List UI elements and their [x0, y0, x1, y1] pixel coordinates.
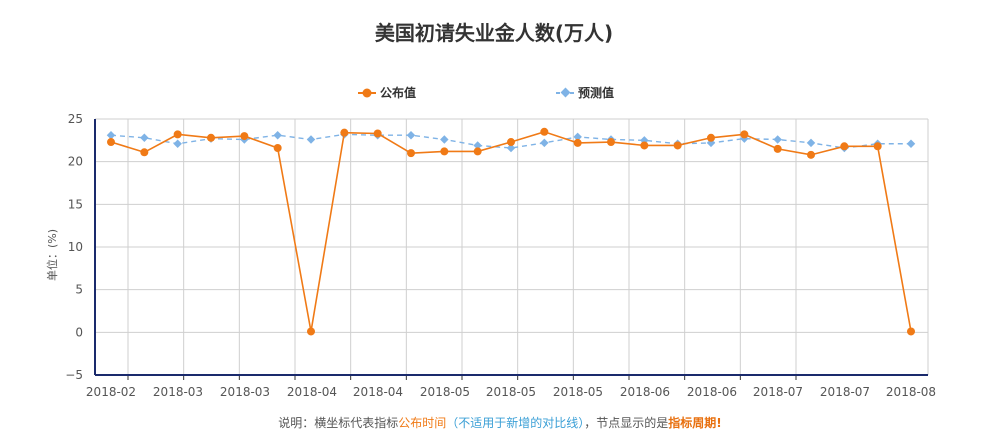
y-tick-label: −5	[65, 368, 83, 382]
point-published	[273, 144, 282, 153]
x-tick-label: 2018-03	[153, 385, 203, 399]
y-tick-label: 10	[68, 240, 83, 254]
point-published	[140, 148, 149, 157]
point-forecast	[273, 130, 282, 140]
note-publish-time: 公布时间	[398, 416, 447, 430]
point-published	[540, 127, 549, 136]
point-published	[640, 141, 649, 150]
chart-title: 美国初请失业金人数(万人)	[375, 21, 613, 45]
x-tick-label: 2018-03	[220, 385, 270, 399]
point-forecast	[140, 133, 149, 143]
x-tick-label: 2018-06	[687, 385, 737, 399]
point-forecast	[173, 139, 182, 148]
y-tick-label: 0	[75, 325, 83, 339]
point-published	[707, 133, 715, 142]
point-forecast	[473, 141, 482, 150]
x-tick-label: 2018-04	[287, 385, 337, 399]
x-tick-label: 2018-08	[886, 385, 936, 399]
note-period: 指标周期!	[668, 416, 722, 430]
point-published	[740, 130, 749, 139]
note-exclusion: （不适用于新增的对比线）	[446, 416, 585, 430]
y-axis-label: 单位：(%)	[45, 229, 59, 281]
point-forecast	[773, 135, 782, 144]
point-forecast	[906, 139, 916, 148]
legend: 公布值 预测值	[358, 85, 614, 100]
point-forecast	[306, 135, 316, 144]
point-published	[807, 150, 815, 159]
series-group	[106, 127, 916, 336]
x-tick-label: 2018-05	[553, 385, 603, 399]
y-tick-label: 25	[68, 112, 83, 126]
y-tick-label: 20	[68, 155, 83, 169]
point-published	[307, 327, 315, 336]
grid	[94, 118, 929, 380]
x-tick-label: 2018-07	[753, 385, 803, 399]
legend-label-published: 公布值	[380, 85, 416, 100]
point-forecast	[440, 135, 449, 144]
note-middle: ，节点显示的是	[584, 416, 669, 430]
point-published	[407, 149, 415, 158]
x-tick-label: 2018-06	[620, 385, 670, 399]
point-published	[907, 327, 915, 336]
x-tick-label: 2018-07	[820, 385, 870, 399]
line-chart: 美国初请失业金人数(万人) 公布值 预测值 单位：(%) −5 0 5 10 15 20 2…	[45, 21, 936, 399]
legend-item-forecast[interactable]: 预测值	[556, 85, 614, 100]
point-forecast	[406, 130, 416, 140]
x-tick-label: 2018-05	[420, 385, 470, 399]
legend-item-published[interactable]: 公布值	[358, 85, 416, 100]
y-tick-label: 5	[75, 283, 83, 297]
point-published	[607, 138, 615, 147]
point-published	[107, 138, 115, 147]
x-axis-ticks: 2018-02 2018-03 2018-03 2018-04 2018-04 2018-…	[86, 385, 936, 399]
note-prefix: 说明：横坐标代表指标	[278, 416, 399, 430]
chart-note: 说明：横坐标代表指标公布时间（不适用于新增的对比线），节点显示的是指标周期!	[0, 414, 988, 431]
point-published	[207, 133, 215, 142]
point-published	[673, 141, 682, 150]
point-published	[573, 138, 582, 147]
legend-marker-forecast	[560, 87, 571, 98]
legend-marker-published	[362, 88, 372, 98]
x-tick-label: 2018-05	[486, 385, 536, 399]
y-axis-ticks: −5 0 5 10 15 20 25	[65, 112, 83, 382]
x-tick-label: 2018-02	[86, 385, 136, 399]
point-published	[840, 142, 849, 151]
y-tick-label: 15	[68, 197, 83, 211]
point-published	[440, 147, 449, 156]
point-forecast	[106, 130, 116, 140]
legend-label-forecast: 预测值	[578, 85, 614, 100]
point-published	[373, 129, 382, 138]
point-forecast	[806, 138, 816, 148]
point-published	[240, 132, 249, 141]
point-published	[873, 142, 882, 151]
point-published	[340, 128, 349, 137]
point-forecast	[540, 138, 549, 148]
point-published	[473, 147, 482, 156]
point-published	[507, 138, 515, 147]
point-published	[773, 144, 782, 153]
x-tick-label: 2018-04	[353, 385, 403, 399]
point-published	[173, 130, 182, 139]
